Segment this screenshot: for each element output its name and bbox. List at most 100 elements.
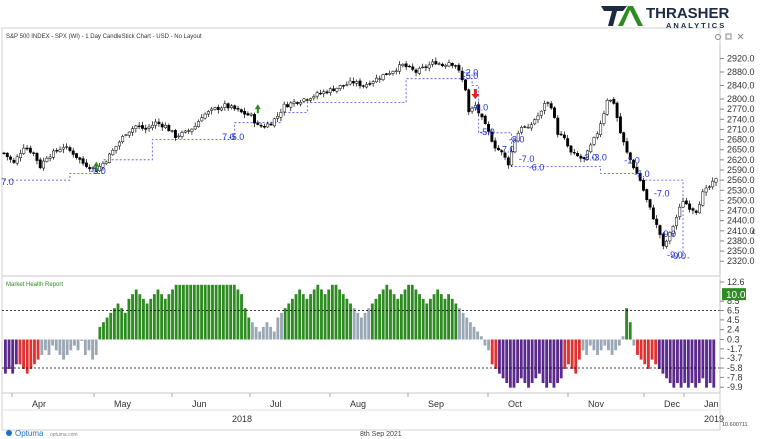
candle-body (295, 102, 299, 104)
candle-body (648, 199, 652, 208)
brand-logo: THRASHER ANALYTICS (601, 5, 730, 30)
health-bar (490, 339, 494, 365)
health-bar (221, 284, 225, 340)
candle-body (154, 121, 158, 126)
candle-body (388, 73, 392, 75)
candle-body (239, 109, 243, 113)
candle-body (661, 233, 665, 247)
window-controls[interactable] (715, 33, 744, 40)
signal-label: -5.0 (479, 127, 495, 137)
health-bar (142, 298, 145, 340)
chart-frame (1, 27, 721, 431)
health-bar (639, 339, 643, 360)
candle-body (454, 65, 458, 67)
candle-body (434, 61, 438, 65)
candle-body (233, 105, 237, 110)
indicator-tick-label: -3.7 (727, 353, 743, 363)
candle-body (609, 99, 612, 102)
candle-body (368, 83, 372, 85)
candle-body (533, 119, 537, 125)
candle-body (595, 133, 599, 138)
candle-body (417, 67, 421, 74)
health-bar (370, 303, 374, 340)
health-bar (360, 317, 363, 340)
gear-icon[interactable] (715, 34, 721, 40)
candle-body (167, 124, 171, 132)
candle-body (536, 115, 540, 121)
candle-body (173, 130, 177, 138)
maximize-icon[interactable] (725, 33, 732, 40)
candle-body (592, 137, 596, 145)
candle-body (411, 66, 415, 70)
health-bar (701, 339, 705, 379)
health-bar (207, 284, 211, 340)
health-bar (214, 284, 218, 340)
candle-body (589, 144, 593, 153)
health-bar (305, 298, 309, 340)
health-bar (374, 298, 378, 340)
health-bar (352, 308, 356, 340)
candle-body (91, 167, 95, 169)
candle-body (424, 66, 428, 68)
health-bar (229, 284, 233, 340)
candle-body (579, 155, 583, 159)
candle-body (229, 105, 233, 108)
candle-body (170, 130, 174, 132)
health-bar (149, 298, 153, 340)
candle-body (25, 147, 29, 150)
health-bar (76, 339, 80, 351)
candle-body (394, 70, 398, 72)
candle-body (526, 126, 530, 129)
candle-body (127, 131, 131, 136)
health-bar (69, 339, 73, 351)
candle-body (256, 122, 260, 125)
candle-body (678, 206, 682, 217)
health-bar (643, 339, 647, 365)
health-bar (650, 339, 654, 360)
candle-body (160, 123, 164, 128)
signal-label: -5.0 (229, 132, 245, 142)
health-bar (697, 339, 701, 383)
candle-body (602, 113, 606, 124)
health-bar (617, 339, 621, 346)
health-bar (483, 339, 487, 346)
health-bar (58, 339, 62, 355)
candle-body (114, 146, 118, 151)
candle-body (516, 133, 520, 142)
candle-body (292, 101, 296, 104)
health-bar (11, 339, 15, 374)
trailing-stop-path (4, 78, 690, 259)
candle-body (450, 63, 454, 66)
price-tick-label: 2840.0 (727, 80, 755, 90)
health-bar (356, 312, 360, 340)
candle-body (477, 104, 481, 114)
close-icon[interactable] (737, 33, 744, 40)
health-bar (178, 284, 182, 340)
candle-body (101, 163, 105, 168)
health-bar (494, 339, 498, 369)
candle-body (38, 159, 42, 169)
month-label: Sep (428, 399, 444, 409)
signal-label: -8.0 (509, 135, 525, 145)
candle-body (35, 152, 39, 161)
candle-body (276, 115, 280, 119)
market-health-histogram (4, 284, 716, 388)
footer-date: 8th Sep 2021 (360, 431, 402, 438)
health-bar (80, 339, 84, 341)
candle-body (200, 117, 204, 122)
candle-body (220, 107, 224, 111)
health-bar (596, 339, 599, 355)
candle-body (444, 64, 448, 67)
health-bar (36, 339, 40, 360)
health-bar (367, 308, 371, 340)
candle-body (322, 91, 326, 94)
health-bar (476, 331, 480, 340)
signal-label: -1.0 (624, 156, 640, 166)
indicator-tick-label: 0.3 (727, 335, 740, 345)
price-tick-label: 2500.0 (727, 195, 755, 205)
candle-body (668, 232, 672, 242)
candle-body (19, 153, 22, 158)
health-bar (152, 294, 156, 340)
health-bar (516, 339, 520, 383)
candle-body (216, 107, 220, 111)
